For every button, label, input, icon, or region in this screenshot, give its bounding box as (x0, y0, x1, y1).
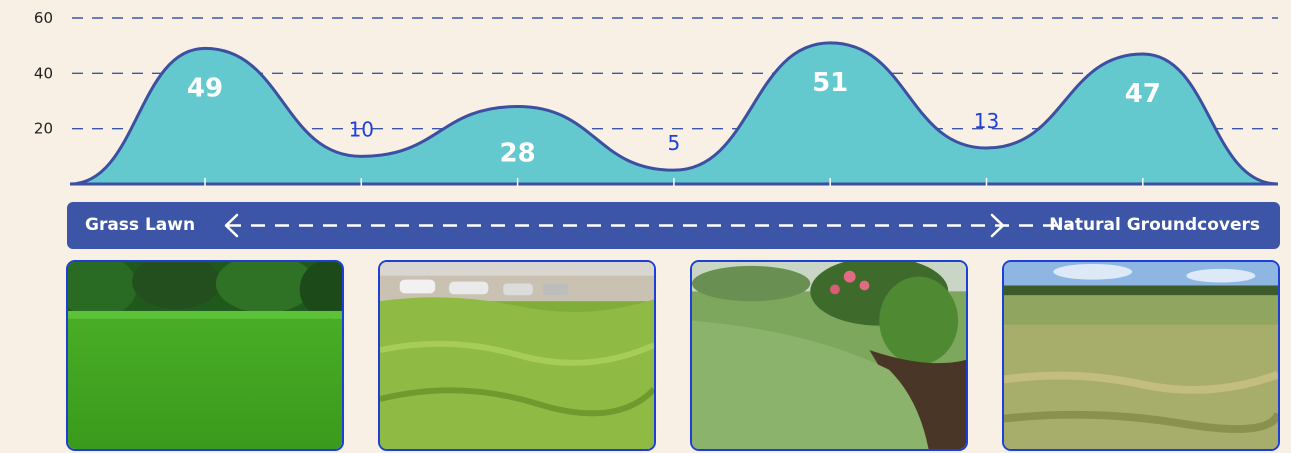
data-label: 49 (187, 73, 223, 103)
photo-lawn (66, 260, 344, 451)
y-tick-label: 20 (34, 120, 53, 138)
y-tick-label: 40 (34, 64, 53, 82)
data-label: 28 (500, 139, 536, 169)
spectrum-banner: Grass Lawn Natural Groundcovers (67, 202, 1280, 249)
photo-field (1002, 260, 1280, 451)
chart: 60 40 20 49 10 28 5 51 13 47 (34, 9, 1279, 186)
banner-left-label: Grass Lawn (85, 215, 196, 235)
photo-groundcover (690, 260, 968, 451)
banner-right-label: Natural Groundcovers (1049, 215, 1260, 235)
data-label: 10 (349, 117, 374, 141)
area-line (69, 41, 1279, 186)
double-arrow-icon (224, 213, 1072, 238)
data-label: 47 (1125, 79, 1161, 109)
data-label: 13 (974, 109, 999, 133)
data-label: 51 (812, 68, 848, 98)
data-label: 5 (668, 131, 681, 155)
y-tick-label: 60 (34, 9, 53, 27)
photo-meadow-grass (378, 260, 656, 451)
